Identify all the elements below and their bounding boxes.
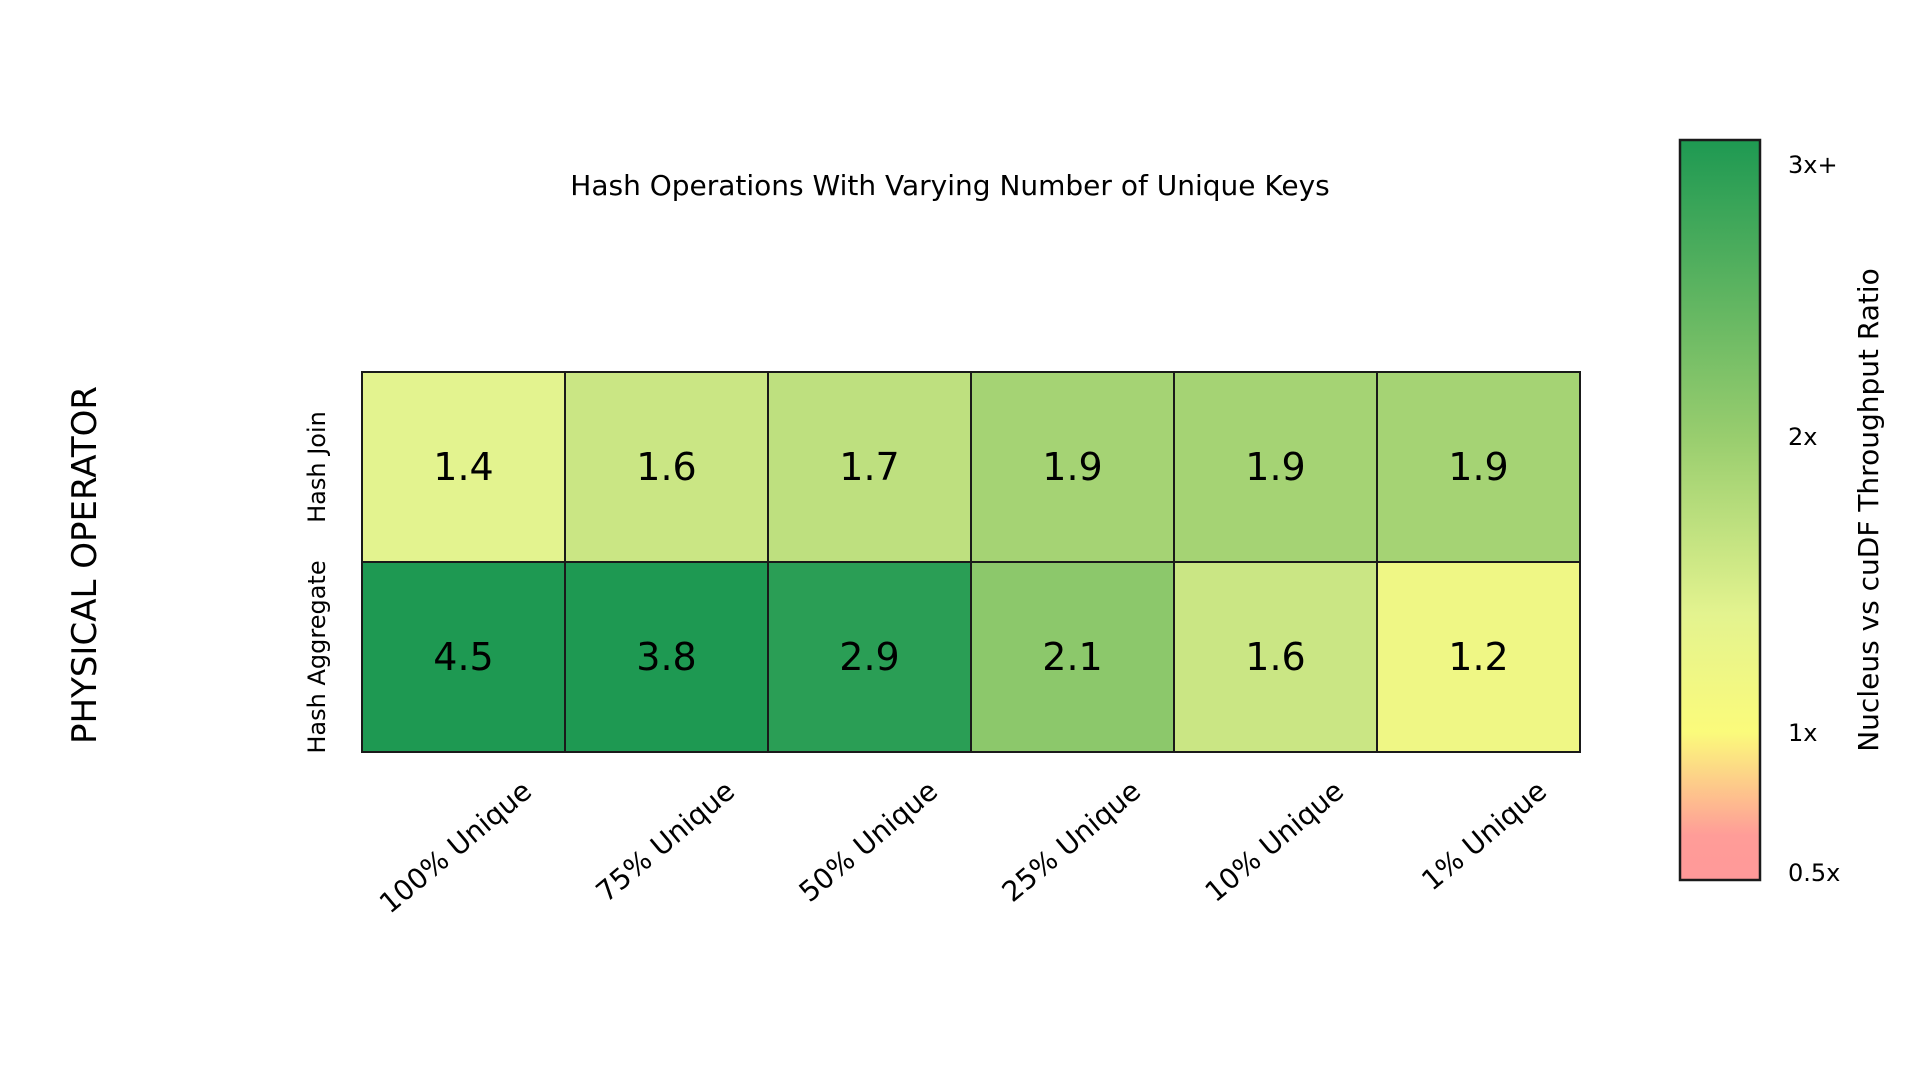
heatmap-cell (564, 561, 769, 753)
colorbar-tick-label: 1x (1788, 719, 1817, 747)
colorbar-gradient (1678, 138, 1762, 882)
column-label: 10% Unique (1199, 774, 1350, 908)
column-label: 1% Unique (1415, 774, 1553, 897)
cell-value-label: 1.6 (636, 445, 696, 489)
heatmap-cells (361, 371, 1581, 753)
cell-value-label: 1.9 (1448, 445, 1508, 489)
cell-value-label: 1.4 (433, 445, 493, 489)
heatmap-cell (1376, 561, 1581, 753)
colorbar: 3x+ 2x 1x 0.5x Nucleus vs cuDF Throughput R… (1678, 138, 1885, 887)
row-label: Hash Aggregate (303, 560, 331, 753)
heatmap-cell (767, 371, 972, 563)
y-axis-title: PHYSICAL OPERATOR (65, 386, 105, 744)
colorbar-tick-label: 0.5x (1788, 859, 1840, 887)
heatmap-cell (970, 371, 1175, 563)
column-label: 75% Unique (590, 774, 741, 908)
heatmap-cell (970, 561, 1175, 753)
row-labels: Hash Join Hash Aggregate (303, 411, 331, 753)
cell-value-label: 1.6 (1245, 635, 1305, 679)
chart-title: Hash Operations With Varying Number of U… (570, 169, 1329, 202)
row-label: Hash Join (303, 411, 331, 523)
colorbar-tick-label: 2x (1788, 423, 1817, 451)
colorbar-ticks: 3x+ 2x 1x 0.5x (1788, 151, 1840, 887)
cell-value-label: 1.2 (1448, 635, 1508, 679)
cell-value-label: 1.9 (1042, 445, 1102, 489)
column-labels: 100% Unique 75% Unique 50% Unique 25% Uniqu… (373, 774, 1553, 920)
heatmap-cell (361, 371, 566, 563)
colorbar-label: Nucleus vs cuDF Throughput Ratio (1852, 268, 1885, 752)
column-label: 50% Unique (793, 774, 944, 908)
cell-value-label: 1.9 (1245, 445, 1305, 489)
heatmap-cell (361, 561, 566, 753)
cell-value-label: 3.8 (636, 635, 696, 679)
cell-value-label: 2.1 (1042, 635, 1102, 679)
cell-value-label: 1.7 (839, 445, 899, 489)
column-label: 25% Unique (996, 774, 1147, 908)
cell-value-label: 2.9 (839, 635, 899, 679)
cell-value-labels: 1.4 1.6 1.7 1.9 1.9 1.9 4.5 3.8 2.9 2.1 1.6 1.2 (433, 445, 1508, 679)
heatmap-cell (767, 561, 972, 753)
column-label: 100% Unique (373, 774, 538, 920)
heatmap-cell (1173, 371, 1378, 563)
cell-value-label: 4.5 (433, 635, 493, 679)
heatmap-cell (1376, 371, 1581, 563)
colorbar-tick-label: 3x+ (1788, 151, 1838, 179)
heatmap-cell (564, 371, 769, 563)
